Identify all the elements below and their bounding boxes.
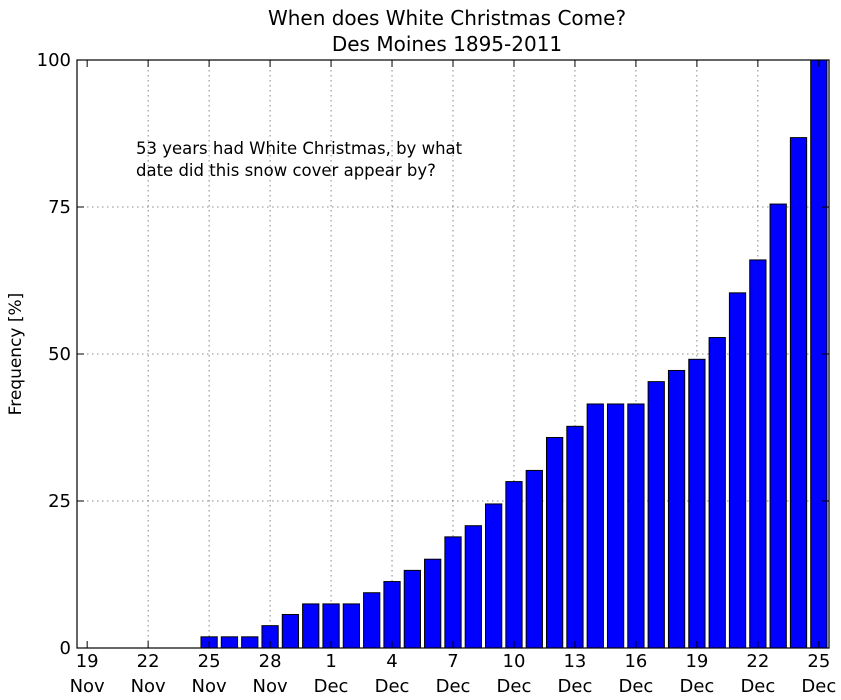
x-tick-month: Dec xyxy=(375,676,410,697)
x-tick-day: 16 xyxy=(624,651,647,672)
bar-dec-18 xyxy=(667,369,686,649)
x-tick-day: 25 xyxy=(198,651,221,672)
bar-dec-19 xyxy=(688,358,706,649)
x-tick-month: Dec xyxy=(618,676,653,697)
x-tick-month: Dec xyxy=(314,676,349,697)
chart-title: When does White Christmas Come? xyxy=(268,6,626,30)
x-tick-day: 4 xyxy=(386,651,397,672)
x-tick-day: 1 xyxy=(325,651,336,672)
x-tick-month: Dec xyxy=(801,676,836,697)
x-tick-month: Nov xyxy=(253,676,288,697)
y-tick-label: 100 xyxy=(37,50,71,71)
bar-nov-26 xyxy=(220,636,239,649)
bar-dec-16 xyxy=(627,403,645,649)
annotation-line: 53 years had White Christmas, by what xyxy=(136,139,463,158)
x-tick-month: Nov xyxy=(131,676,166,697)
bar-dec-11 xyxy=(525,469,543,649)
bar-dec-3 xyxy=(363,592,381,649)
x-tick-day: 7 xyxy=(447,651,458,672)
bar-dec-22 xyxy=(749,259,767,649)
x-tick-day: 28 xyxy=(259,651,282,672)
y-tick-label: 0 xyxy=(60,638,71,659)
bar-nov-27 xyxy=(241,636,259,649)
x-tick-day: 22 xyxy=(137,651,160,672)
bar-dec-9 xyxy=(485,503,503,649)
y-axis: 0 25 50 75 100 xyxy=(37,50,829,659)
x-tick-month: Dec xyxy=(679,676,714,697)
bar-dec-5 xyxy=(403,569,421,649)
bar-dec-10 xyxy=(505,481,523,649)
x-tick-month: Nov xyxy=(70,676,105,697)
x-tick-day: 19 xyxy=(76,651,99,672)
bar-dec-14 xyxy=(586,403,604,649)
annotation: 53 years had White Christmas, by what dat… xyxy=(136,139,463,180)
y-axis-label: Frequency [%] xyxy=(6,293,26,416)
x-tick-month: Dec xyxy=(740,676,775,697)
x-tick-month: Dec xyxy=(558,676,593,697)
bar-dec-15 xyxy=(606,403,625,649)
chart-subtitle: Des Moines 1895-2011 xyxy=(332,32,562,56)
x-tick-day: 25 xyxy=(807,651,830,672)
y-tick-label: 75 xyxy=(48,197,71,218)
x-tick-day: 13 xyxy=(563,651,586,672)
x-tick-month: Nov xyxy=(192,676,227,697)
bars xyxy=(200,59,828,649)
x-tick-month: Dec xyxy=(436,676,471,697)
bar-dec-20 xyxy=(708,337,726,649)
x-tick-day: 10 xyxy=(503,651,526,672)
bar-dec-23 xyxy=(769,203,787,649)
x-axis: 19 Nov 22 Nov 25 Nov 28 Nov 1 Dec 4 Dec 7 Dec 10 Dec 13 D… xyxy=(70,60,836,697)
bar-dec-17 xyxy=(647,381,665,649)
bar-dec-7 xyxy=(444,536,462,649)
x-tick-day: 22 xyxy=(746,651,769,672)
annotation-line: date did this snow cover appear by? xyxy=(136,161,436,180)
bar-dec-12 xyxy=(545,436,564,649)
bar-dec-8 xyxy=(464,525,482,649)
x-tick-day: 19 xyxy=(685,651,708,672)
x-tick-month: Dec xyxy=(497,676,532,697)
y-tick-label: 25 xyxy=(48,491,71,512)
bar-dec-6 xyxy=(424,558,442,649)
bar-nov-30 xyxy=(302,603,320,649)
bar-nov-29 xyxy=(281,613,300,649)
bar-dec-21 xyxy=(728,292,747,649)
y-tick-label: 50 xyxy=(48,344,71,365)
bar-dec-13 xyxy=(566,425,584,649)
bar-dec-4 xyxy=(383,581,401,649)
bar-dec-24 xyxy=(789,137,808,649)
bar-dec-2 xyxy=(342,603,361,649)
